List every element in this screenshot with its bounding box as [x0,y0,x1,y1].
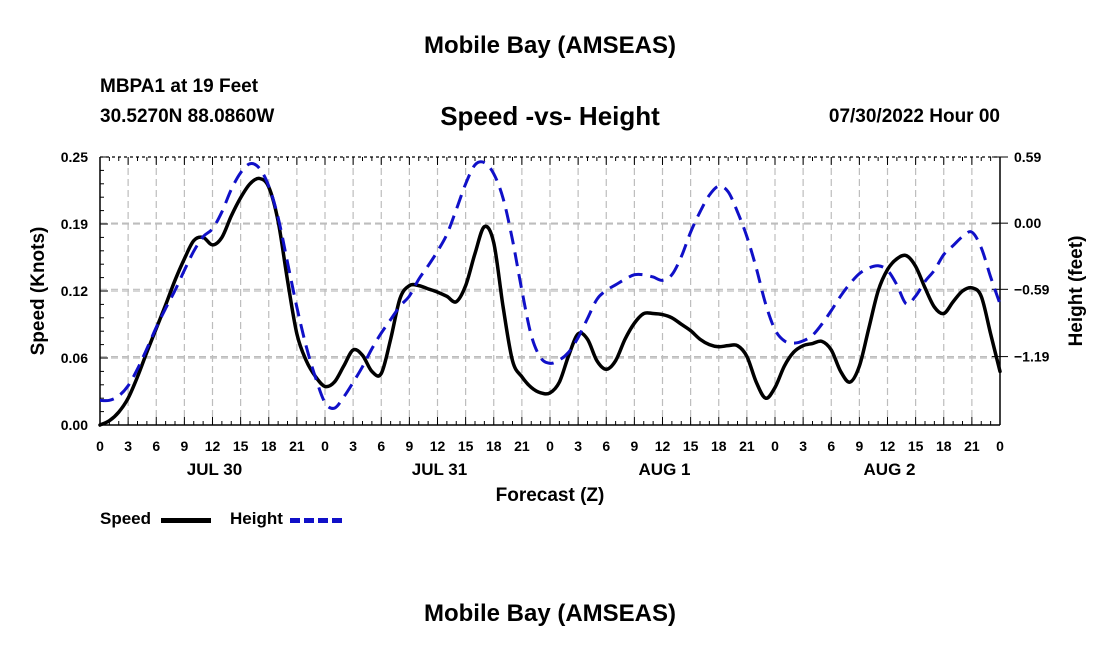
x-tick-label-31: 21 [964,438,980,454]
x-tick-label-29: 15 [908,438,924,454]
x-tick-label-3: 9 [180,438,188,454]
x-tick-label-17: 3 [574,438,582,454]
y-tick-label-0: 0.00 [61,417,88,433]
station-label: MBPA1 at 19 Feet [100,76,259,97]
station-coordinates: 30.5270N 88.0860W [100,106,275,127]
day-label-2: AUG 1 [639,460,691,479]
x-tick-label-11: 9 [405,438,413,454]
y2-tick-label-2: −0.59 [1014,281,1050,297]
legend-height-swatch [290,518,342,523]
chart-main-title: Mobile Bay (AMSEAS) [423,32,677,59]
x-tick-label-30: 18 [936,438,952,454]
y-axis-title: Speed (Knots) [28,227,49,356]
y2-axis-title: Height (feet) [1066,236,1087,347]
x-tick-label-27: 9 [855,438,863,454]
x-tick-label-13: 15 [458,438,474,454]
x-tick-label-22: 18 [711,438,727,454]
y-tick-label-4: 0.25 [61,149,88,165]
x-tick-label-8: 0 [321,438,329,454]
x-tick-label-23: 21 [739,438,755,454]
x-tick-label-18: 6 [602,438,610,454]
series-line-height [99,160,1002,410]
y2-tick-label-0: 0.59 [1014,149,1041,165]
series-line-speed [98,176,1002,427]
x-tick-label-9: 3 [349,438,357,454]
x-tick-label-32: 0 [996,438,1004,454]
x-tick-label-20: 12 [655,438,671,454]
x-tick-label-12: 12 [430,438,446,454]
x-tick-label-2: 6 [152,438,160,454]
legend-speed-label: Speed [100,509,152,528]
legend-speed-swatch [161,518,211,523]
x-tick-label-6: 18 [261,438,277,454]
x-tick-label-16: 0 [546,438,554,454]
x-tick-label-5: 15 [233,438,249,454]
y2-tick-label-1: 0.00 [1014,215,1041,231]
x-tick-label-19: 9 [630,438,638,454]
y-tick-label-2: 0.12 [61,283,88,299]
x-axis-title: Forecast (Z) [496,485,605,506]
chart-footer-title: Mobile Bay (AMSEAS) [423,600,677,627]
y2-tick-label-3: −1.19 [1014,349,1050,365]
x-tick-label-15: 21 [514,438,530,454]
chart-subtitle: Speed -vs- Height [440,101,660,131]
x-tick-label-14: 18 [486,438,502,454]
day-label-1: JUL 31 [412,460,467,479]
x-tick-label-4: 12 [205,438,221,454]
legend-height-label: Height [230,509,283,528]
x-tick-label-26: 6 [827,438,835,454]
y-tick-label-3: 0.19 [61,216,88,232]
x-tick-label-25: 3 [799,438,807,454]
x-tick-label-24: 0 [771,438,779,454]
x-tick-label-1: 3 [124,438,132,454]
x-tick-label-0: 0 [96,438,104,454]
x-tick-label-28: 12 [880,438,896,454]
forecast-datetime: 07/30/2022 Hour 00 [828,106,1000,127]
day-label-3: AUG 2 [864,460,916,479]
x-tick-label-10: 6 [377,438,385,454]
day-label-0: JUL 30 [187,460,242,479]
x-tick-label-7: 21 [289,438,305,454]
y-tick-label-1: 0.06 [61,350,88,366]
x-tick-label-21: 15 [683,438,699,454]
